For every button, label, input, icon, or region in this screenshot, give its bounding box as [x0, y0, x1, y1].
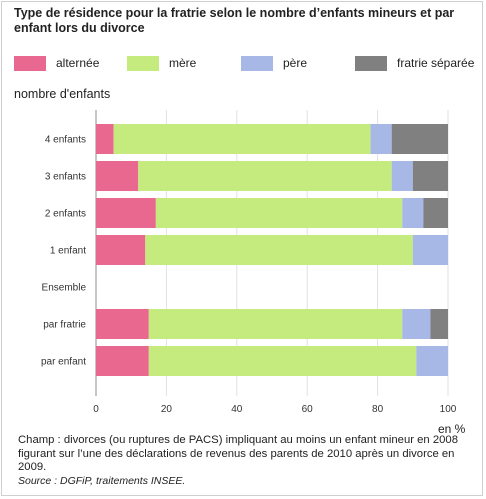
bar-segment [96, 346, 149, 376]
bar-segment [145, 235, 413, 265]
bar-segment [96, 124, 114, 154]
y-tick-label: par enfant [41, 357, 86, 368]
bar-segment [149, 346, 417, 376]
y-tick-label: 2 enfants [45, 209, 86, 220]
bar-segment [96, 235, 145, 265]
bar-segment [413, 235, 448, 265]
x-tick-label: 0 [93, 404, 99, 415]
bar-segment [402, 198, 423, 228]
bar-segment [402, 309, 430, 339]
bar-segment [392, 124, 448, 154]
footnote-source: Source : DGFiP, traitements INSEE. [18, 475, 185, 487]
bar-segment [416, 346, 448, 376]
y-tick-label: Ensemble [42, 283, 87, 294]
bar-segment [156, 198, 402, 228]
y-tick-label: par fratrie [43, 320, 86, 331]
bar-segment [114, 124, 371, 154]
bar-segment [96, 309, 149, 339]
bar-segment [430, 309, 448, 339]
bar-segment [413, 161, 448, 191]
y-tick-label: 1 enfant [50, 246, 86, 257]
footnote-champ: Champ : divorces (ou ruptures de PACS) i… [18, 434, 458, 475]
x-tick-label: 100 [440, 404, 457, 415]
x-tick-label: 80 [372, 404, 384, 415]
x-tick-label: 40 [231, 404, 243, 415]
bar-segment [138, 161, 391, 191]
bar-segment [392, 161, 413, 191]
y-tick-label: 4 enfants [45, 135, 86, 146]
y-tick-label: 3 enfants [45, 172, 86, 183]
x-tick-label: 60 [302, 404, 314, 415]
bar-segment [96, 161, 138, 191]
bar-segment [423, 198, 448, 228]
bar-segment [96, 198, 156, 228]
bar-segment [371, 124, 392, 154]
x-tick-label: 20 [161, 404, 173, 415]
bar-segment [149, 309, 402, 339]
